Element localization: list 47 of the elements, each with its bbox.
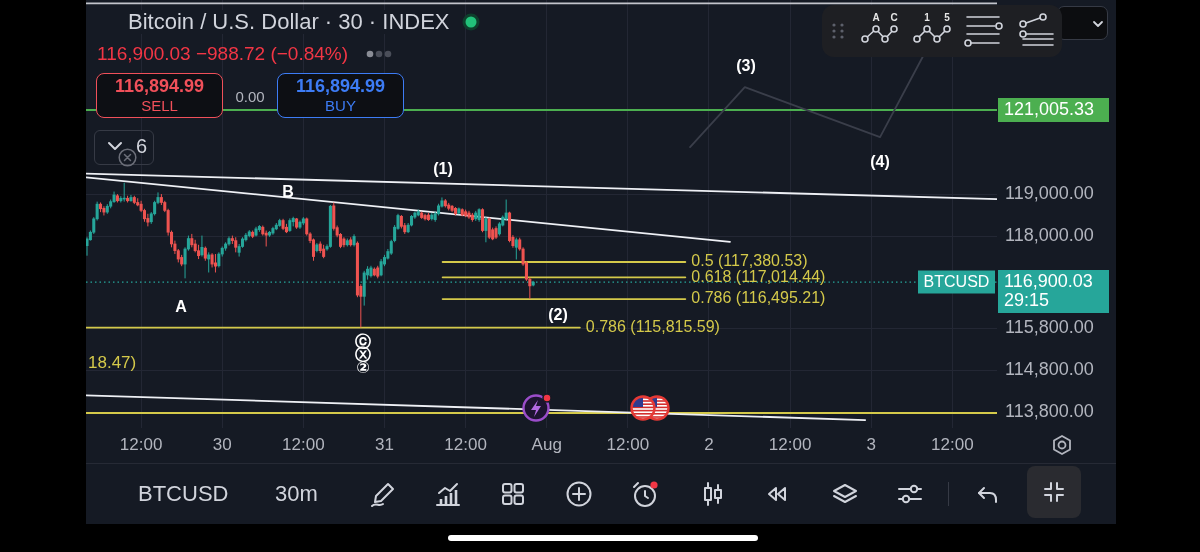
series-label: 0.5 (117,380.53) xyxy=(691,252,808,270)
x-tick-label: 2 xyxy=(704,434,714,454)
annotation: BUY xyxy=(324,97,357,115)
x-tick-label: 12:00 xyxy=(606,434,650,454)
annotation: 1 xyxy=(923,11,931,24)
candlestick xyxy=(504,199,508,221)
series-label: 0.786 (115,815.59) xyxy=(585,317,720,335)
annotation: (2) xyxy=(548,306,568,323)
y-tick-label: 115,800.00 xyxy=(1005,317,1094,338)
annotation: A xyxy=(174,298,188,315)
annotation: C xyxy=(889,11,899,24)
x-tick-label: 12:00 xyxy=(931,434,974,454)
chart-title: Bitcoin / U.S. Dollar · 30 · INDEX xyxy=(128,9,450,34)
annotation: (1) xyxy=(432,160,454,177)
annotation: 116,894.99 xyxy=(294,76,387,97)
annotation: SELL xyxy=(140,97,179,115)
text: 30m xyxy=(275,480,318,508)
annotation: A xyxy=(871,11,881,24)
x-tick-label: 12:00 xyxy=(282,434,325,454)
annotation: 116,894.99 xyxy=(113,76,206,97)
x-tick-label: Aug xyxy=(531,434,562,454)
annotation: 5 xyxy=(943,11,951,24)
text: BTCUSD xyxy=(138,480,229,508)
x-tick-label: 12:00 xyxy=(444,434,487,454)
series-label: 0.786 (116,495.21) xyxy=(691,289,826,307)
text: 116,900.03 −988.72 (−0.84%) xyxy=(97,42,349,66)
y-tick-label: 118,000.00 xyxy=(1005,224,1094,245)
x-tick-label: 31 xyxy=(375,434,394,454)
annotation: BTCUSD xyxy=(923,272,990,290)
annotation: 0.00 xyxy=(234,88,266,106)
ref-line-label: 116,900.03 xyxy=(1004,271,1093,292)
x-tick-label: 30 xyxy=(212,434,232,454)
annotation: 6 xyxy=(136,134,148,159)
x-tick-label: 12:00 xyxy=(768,434,812,454)
annotation: (3) xyxy=(735,57,757,74)
annotation: (4) xyxy=(869,153,891,170)
annotation: 18.47) xyxy=(88,352,137,374)
y-tick-label: 113,800.00 xyxy=(1005,401,1094,422)
x-tick-label: 3 xyxy=(866,434,876,454)
candlestick xyxy=(514,237,518,260)
text: 29:15 xyxy=(1004,290,1050,311)
x-tick-label: 12:00 xyxy=(119,434,163,454)
y-tick-label: 119,000.00 xyxy=(1005,183,1094,204)
annotation: B xyxy=(281,183,295,200)
y-tick-label: 114,800.00 xyxy=(1005,359,1094,380)
ref-line-label: 121,005.33 xyxy=(1004,98,1095,119)
candlestick xyxy=(332,201,336,232)
